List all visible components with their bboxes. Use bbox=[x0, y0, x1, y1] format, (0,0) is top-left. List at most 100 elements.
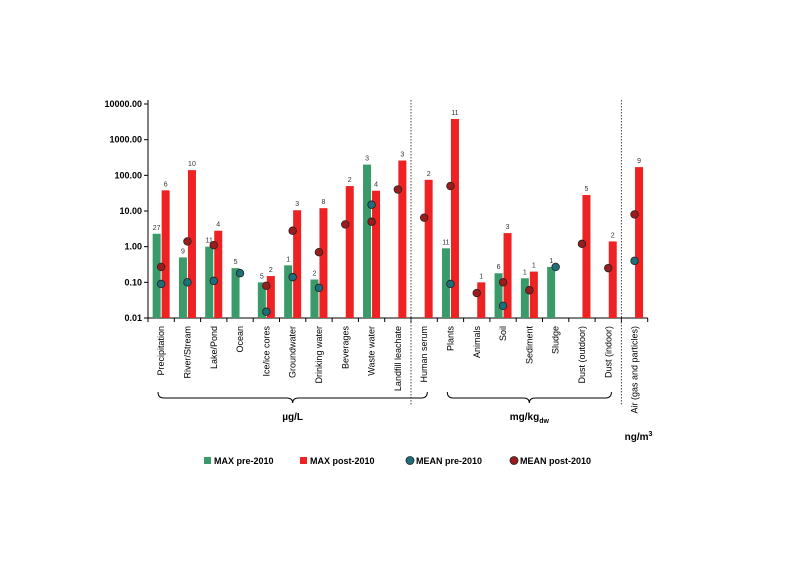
bar-max-post-2010 bbox=[345, 186, 354, 318]
count-label: 5 bbox=[260, 273, 264, 280]
bar-max-pre-2010 bbox=[520, 278, 529, 318]
category-label: Landfill leachate bbox=[393, 326, 403, 391]
point-mean-pre-2010 bbox=[367, 200, 376, 209]
count-label: 1 bbox=[523, 269, 527, 276]
group-label: µg/L bbox=[282, 412, 303, 423]
count-label: 3 bbox=[365, 156, 369, 163]
point-mean-post-2010 bbox=[446, 181, 455, 191]
count-label: 8 bbox=[321, 199, 325, 206]
bar-max-post-2010 bbox=[398, 160, 407, 318]
category-label: Ice/ice cores bbox=[261, 326, 271, 377]
category-label: Groundwater bbox=[288, 326, 298, 378]
count-label: 5 bbox=[584, 186, 588, 193]
bar-max-post-2010 bbox=[319, 208, 328, 318]
category-labels: Precipitation River/Stream Lake/Pond Ocean I… bbox=[156, 326, 639, 414]
point-mean-post-2010 bbox=[630, 210, 639, 219]
bar-max-pre-2010 bbox=[441, 248, 450, 318]
category-label: River/Stream bbox=[182, 326, 192, 379]
bar-max-pre-2010 bbox=[257, 282, 266, 318]
count-label: 1 bbox=[286, 256, 290, 263]
count-label: 27 bbox=[153, 225, 161, 232]
bar-max-post-2010 bbox=[372, 190, 381, 318]
y-ticks: 10000.00 1000.00 100.00 10.00 1.00 0.10 0.01 bbox=[104, 99, 148, 323]
bar-max-post-2010 bbox=[503, 233, 512, 318]
points bbox=[156, 181, 639, 316]
bar-max-pre-2010 bbox=[494, 273, 503, 318]
point-mean-post-2010 bbox=[183, 237, 192, 246]
bar-max-pre-2010 bbox=[152, 233, 161, 318]
category-label: Beverages bbox=[340, 326, 350, 370]
group-labels: µg/L mg/kgdw ng/m3 bbox=[157, 391, 653, 443]
category-label: Sludge bbox=[551, 326, 561, 354]
bar-max-pre-2010 bbox=[284, 265, 293, 318]
legend-swatch bbox=[405, 456, 415, 465]
point-mean-post-2010 bbox=[393, 185, 403, 194]
count-label: 2 bbox=[269, 267, 273, 274]
legend-label: MEAN pre-2010 bbox=[416, 456, 482, 466]
group-bracket bbox=[157, 391, 428, 404]
legend-swatch bbox=[509, 456, 519, 465]
count-label: 5 bbox=[234, 259, 238, 266]
category-label: Waste water bbox=[367, 326, 377, 376]
point-mean-pre-2010 bbox=[288, 272, 297, 282]
axes bbox=[147, 100, 649, 322]
y-tick-label: 0.10 bbox=[124, 277, 142, 287]
category-label: Human serum bbox=[419, 326, 429, 383]
y-tick-label: 10000.00 bbox=[104, 99, 142, 109]
category-label: Dust (outdoor) bbox=[577, 326, 587, 384]
bar-max-post-2010 bbox=[635, 167, 644, 318]
count-label: 2 bbox=[427, 171, 431, 178]
count-label: 11 bbox=[451, 110, 458, 117]
bar-max-post-2010 bbox=[161, 190, 170, 318]
count-label: 4 bbox=[216, 222, 220, 229]
group-separators bbox=[410, 100, 622, 406]
legend-swatch bbox=[300, 457, 307, 464]
point-mean-post-2010 bbox=[525, 286, 534, 295]
bar-max-post-2010 bbox=[477, 282, 486, 318]
group-bracket bbox=[446, 391, 612, 404]
legend-swatch bbox=[204, 457, 211, 464]
category-label: Dust (indoor) bbox=[603, 326, 613, 378]
point-mean-post-2010 bbox=[367, 217, 376, 226]
point-mean-pre-2010 bbox=[183, 278, 192, 287]
count-label: 3 bbox=[400, 152, 404, 159]
bar-max-post-2010 bbox=[529, 271, 538, 318]
group-label: mg/kgdw bbox=[510, 412, 550, 425]
count-label: 6 bbox=[497, 264, 501, 271]
bar-max-pre-2010 bbox=[547, 266, 556, 318]
bar-max-post-2010 bbox=[582, 195, 591, 318]
count-label: 1 bbox=[532, 263, 536, 270]
count-label: 10 bbox=[188, 161, 196, 168]
bar-max-pre-2010 bbox=[178, 257, 187, 318]
count-label: 2 bbox=[312, 271, 316, 278]
count-label: 3 bbox=[295, 201, 299, 208]
point-mean-post-2010 bbox=[288, 226, 297, 235]
point-mean-post-2010 bbox=[472, 288, 481, 298]
point-mean-post-2010 bbox=[209, 240, 218, 250]
category-label: Sediment bbox=[524, 326, 534, 365]
count-label: 2 bbox=[611, 232, 615, 239]
count-label: 6 bbox=[164, 181, 168, 188]
bar-max-post-2010 bbox=[608, 241, 617, 318]
legend-label: MEAN post-2010 bbox=[520, 456, 591, 466]
point-mean-pre-2010 bbox=[235, 269, 245, 278]
bar-max-pre-2010 bbox=[205, 246, 214, 318]
bar-max-pre-2010 bbox=[231, 268, 240, 318]
count-label: 3 bbox=[506, 224, 510, 231]
group-label: ng/m3 bbox=[625, 431, 653, 443]
category-label: Soil bbox=[498, 326, 508, 341]
legend-label: MAX pre-2010 bbox=[214, 456, 274, 466]
category-label: Air (gas and particles) bbox=[630, 326, 640, 414]
count-label: 4 bbox=[374, 182, 378, 189]
y-tick-label: 100.00 bbox=[114, 170, 142, 180]
point-mean-post-2010 bbox=[314, 247, 324, 257]
bars bbox=[152, 118, 644, 318]
point-mean-pre-2010 bbox=[156, 279, 166, 289]
point-mean-post-2010 bbox=[262, 281, 271, 290]
point-mean-post-2010 bbox=[156, 262, 166, 272]
bar-max-post-2010 bbox=[424, 179, 433, 318]
y-tick-label: 0.01 bbox=[124, 313, 142, 323]
bar-max-post-2010 bbox=[214, 230, 223, 318]
y-tick-label: 1.00 bbox=[124, 242, 142, 252]
point-mean-pre-2010 bbox=[630, 256, 639, 266]
